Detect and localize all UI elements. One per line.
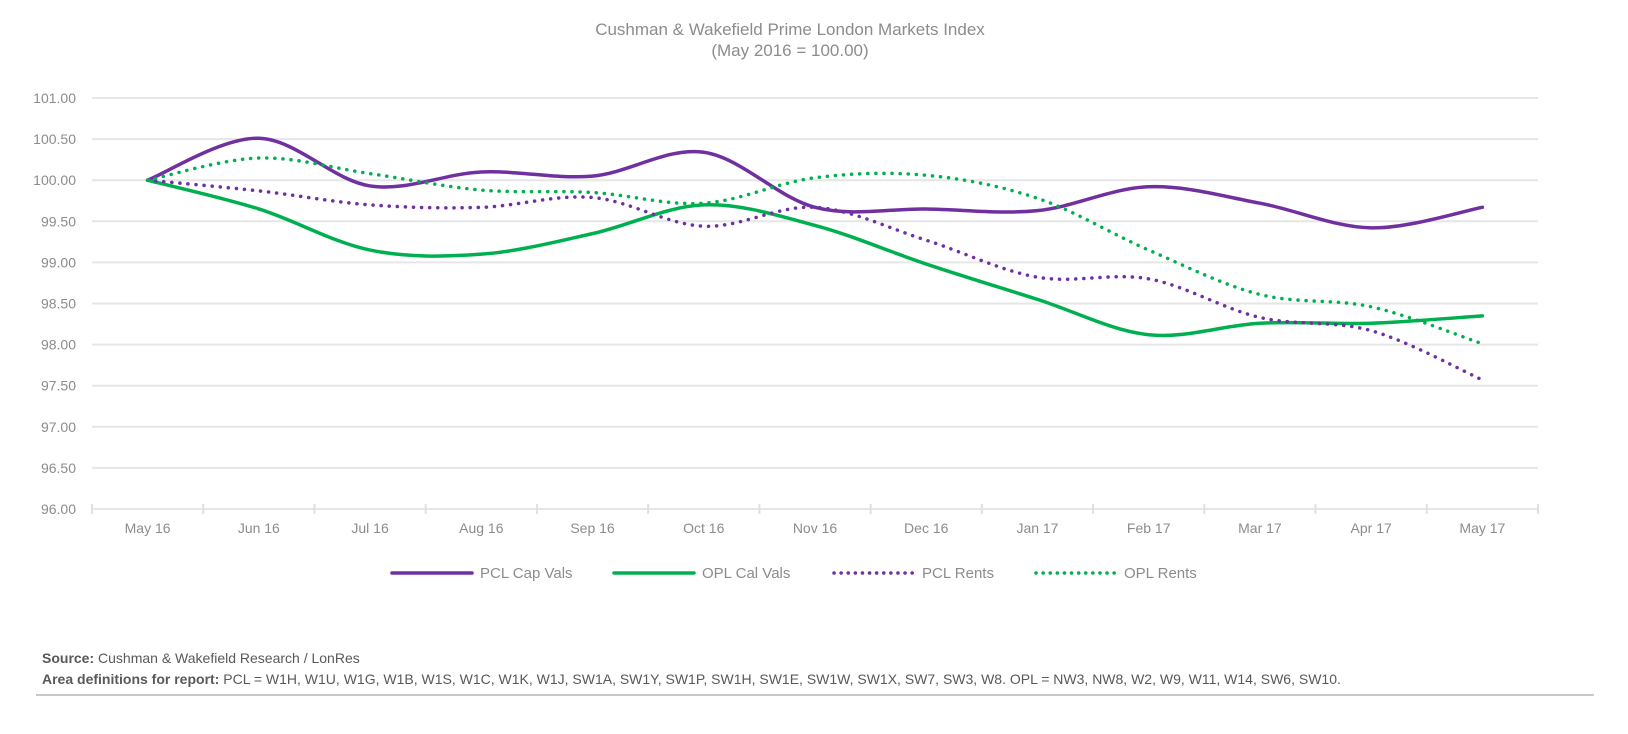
x-tick-label: Jan 17 [1016, 520, 1058, 536]
y-tick-label: 100.50 [33, 131, 76, 147]
legend-label: OPL Rents [1124, 565, 1197, 582]
y-tick-label: 101.00 [33, 90, 76, 106]
gridlines [92, 97, 1538, 510]
y-tick-label: 96.50 [41, 460, 76, 476]
source-note: Source: Cushman & Wakefield Research / L… [42, 648, 1341, 669]
y-tick-label: 98.50 [41, 296, 76, 312]
x-tick-label: Sep 16 [570, 520, 615, 536]
x-tick-label: Dec 16 [904, 520, 949, 536]
chart-subtitle: (May 2016 = 100.00) [711, 41, 869, 60]
footer-divider [36, 694, 1594, 696]
y-tick-label: 98.00 [41, 337, 76, 353]
x-tick-label: Mar 17 [1238, 520, 1282, 536]
y-tick-label: 96.00 [41, 501, 76, 517]
legend-item-pcl-cap-vals: PCL Cap Vals [390, 565, 573, 582]
x-tick-label: May 16 [125, 520, 171, 536]
source-label: Source: [42, 650, 95, 666]
legend: PCL Cap Vals OPL Cal Vals PCL Rents OPL Ren… [390, 565, 1197, 582]
y-tick-label: 97.00 [41, 419, 76, 435]
legend-item-opl-rents: OPL Rents [1034, 565, 1197, 582]
x-tick-label: Apr 17 [1351, 520, 1392, 536]
legend-label: PCL Cap Vals [480, 565, 573, 582]
y-tick-label: 99.50 [41, 213, 76, 229]
x-tick-label: Aug 16 [459, 520, 504, 536]
area-definitions-note: Area definitions for report: PCL = W1H, … [42, 669, 1341, 690]
y-tick-label: 100.00 [33, 172, 76, 188]
series-lines [145, 136, 1485, 382]
area-definitions-text: PCL = W1H, W1U, W1G, W1B, W1S, W1C, W1K,… [219, 671, 1341, 687]
legend-label: PCL Rents [922, 565, 994, 582]
series-line-opl-rents [145, 156, 1485, 346]
chart-title-main: Cushman & Wakefield Prime London Markets… [595, 20, 985, 39]
legend-item-pcl-rents: PCL Rents [832, 565, 994, 582]
source-text: Cushman & Wakefield Research / LonRes [94, 650, 360, 666]
chart-footer: Source: Cushman & Wakefield Research / L… [42, 648, 1341, 690]
x-tick-label: Jul 16 [351, 520, 389, 536]
x-tick-label: May 17 [1459, 520, 1505, 536]
x-tick-label: Jun 16 [238, 520, 280, 536]
legend-label: OPL Cal Vals [702, 565, 790, 582]
x-tick-label: Feb 17 [1127, 520, 1171, 536]
x-tick-label: Nov 16 [793, 520, 838, 536]
series-line-pcl-cap-vals [145, 136, 1485, 230]
line-chart: 96.00 96.50 97.00 97.50 98.00 98.50 99.00 99.50… [33, 90, 1539, 582]
x-tick-label: Oct 16 [683, 520, 724, 536]
x-axis: May 16 Jun 16 Jul 16 Aug 16 Sep 16 Oct 16 Nov … [91, 504, 1539, 536]
area-definitions-label: Area definitions for report: [42, 671, 220, 687]
y-axis: 96.00 96.50 97.00 97.50 98.00 98.50 99.00 99.50… [33, 90, 76, 517]
chart-title: Cushman & Wakefield Prime London Markets… [0, 19, 1580, 61]
y-tick-label: 99.00 [41, 254, 76, 270]
y-tick-label: 97.50 [41, 378, 76, 394]
legend-item-opl-cal-vals: OPL Cal Vals [612, 565, 790, 582]
